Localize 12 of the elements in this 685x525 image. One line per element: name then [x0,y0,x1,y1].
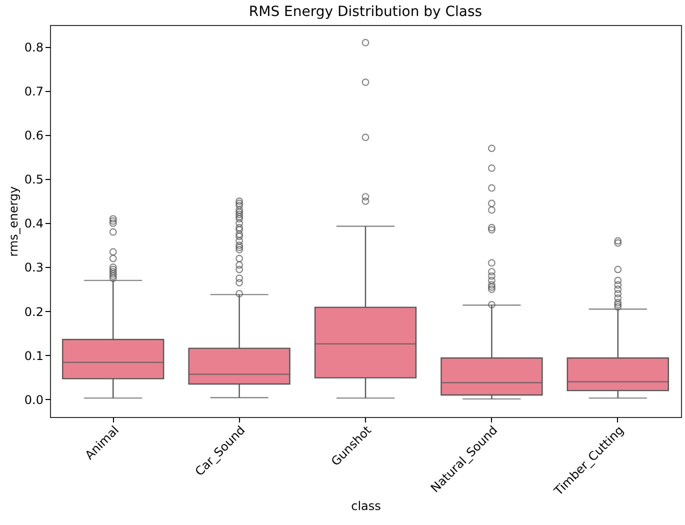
y-tick-label: 0.6 [24,128,44,143]
chart-title: RMS Energy Distribution by Class [248,4,482,20]
y-tick-label: 0.3 [24,260,44,275]
y-axis-title: rms_energy [6,186,20,257]
y-tick-label: 0.8 [24,40,44,55]
y-tick-label: 0.0 [24,392,44,407]
y-tick-label: 0.7 [24,84,44,99]
y-tick-label: 0.4 [24,216,44,231]
y-tick-label: 0.1 [24,348,44,363]
y-tick-label: 0.2 [24,304,44,319]
x-axis-title: class [351,499,381,514]
y-tick-label: 0.5 [24,172,44,187]
